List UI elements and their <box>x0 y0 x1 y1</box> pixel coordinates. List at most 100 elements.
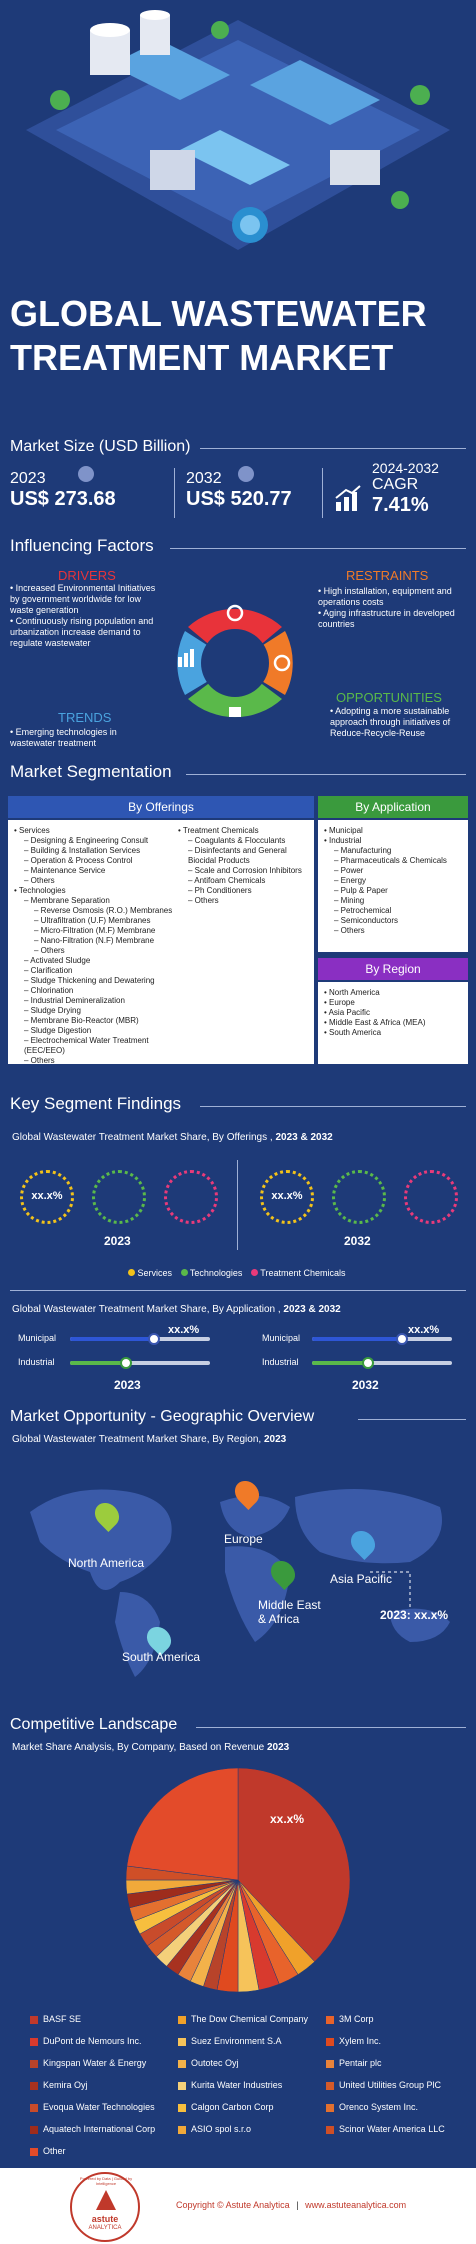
region-label-asia-pacific: Asia Pacific <box>330 1572 393 1586</box>
logo-tagline: Powered by Data | Guided by Intelligence <box>79 2176 133 2186</box>
year-label-2032: 2032 <box>344 1234 371 1248</box>
offerings-header: By Offerings <box>8 796 314 818</box>
segment-item: – Petrochemical <box>334 906 392 915</box>
pie-value-label: xx.x% <box>270 1812 305 1826</box>
segment-item: – Designing & Engineering Consult <box>24 836 149 845</box>
segment-item: – Others <box>34 946 65 955</box>
logo-name-sub: ANALYTICA <box>88 2225 122 2231</box>
divider <box>322 468 323 518</box>
segment-item: – Manufacturing <box>334 846 392 855</box>
trends-title: TRENDS <box>58 710 112 725</box>
divider <box>237 1160 238 1250</box>
industrial-slider-knob <box>120 1357 132 1369</box>
legend-swatch <box>326 2037 334 2046</box>
restraints-title: RESTRAINTS <box>346 568 429 583</box>
legend-swatch <box>30 2147 38 2156</box>
legend-swatch <box>326 2081 334 2090</box>
company-legend-item: ASIO spol s.r.o <box>178 2124 251 2134</box>
pie-slice <box>237 1767 351 1962</box>
legend-swatch <box>30 2125 38 2134</box>
factors-title: Influencing Factors <box>10 536 154 555</box>
geo-callout: 2023: xx.x% <box>380 1608 449 1622</box>
divider <box>170 548 466 549</box>
segment-item: – Micro-Filtration (M.F) Membrane <box>34 926 156 935</box>
market-size-2032: 2032 US$ 520.77 <box>186 470 292 510</box>
divider <box>186 774 466 775</box>
company-name: Outotec Oyj <box>191 2058 239 2068</box>
company-legend-item: The Dow Chemical Company <box>178 2014 308 2024</box>
footer-website-link[interactable]: www.astuteanalytica.com <box>305 2200 407 2210</box>
legend-chemicals-dot <box>250 1269 258 1276</box>
legend-swatch <box>178 2037 186 2046</box>
divider <box>196 1727 466 1728</box>
segment-item: – Reverse Osmosis (R.O.) Membranes <box>34 906 173 915</box>
world-map <box>10 1452 466 1692</box>
legend-swatch <box>30 2015 38 2024</box>
company-name: ASIO spol s.r.o <box>191 2124 252 2134</box>
industrial-label: Industrial <box>18 1357 55 1367</box>
company-legend-item: Other <box>30 2146 66 2156</box>
company-name: Kurita Water Industries <box>191 2080 283 2090</box>
segment-item: – Others <box>188 896 219 905</box>
industrial-label: Industrial <box>262 1357 299 1367</box>
segment-item: – Pharmaceuticals & Chemicals <box>334 856 447 865</box>
region-label-mea: Middle East & Africa <box>258 1598 321 1626</box>
region-panel: North America Europe Asia Pacific Middle… <box>318 982 468 1064</box>
share-ring-label: xx.x% <box>271 1190 303 1202</box>
segment-item: – Sludge Drying <box>24 1006 81 1015</box>
segment-item: – Scale and Corrosion Inhibitors <box>188 866 302 875</box>
legend-technologies-dot <box>180 1269 188 1276</box>
segment-item: – Operation & Process Control <box>24 856 133 865</box>
segment-item: – Semiconductors <box>334 916 399 925</box>
company-name: Other <box>43 2146 66 2156</box>
company-legend-item: Orenco System Inc. <box>326 2102 418 2112</box>
company-name: 3M Corp <box>339 2014 374 2024</box>
segment-item: – Membrane Bio-Reactor (MBR) <box>24 1016 139 1025</box>
industrial-slider-2032 <box>312 1361 452 1365</box>
segment-item: – Membrane Separation <box>24 896 110 905</box>
offerings-share-caption: Global Wastewater Treatment Market Share… <box>12 1132 333 1143</box>
company-legend-item: DuPont de Nemours Inc. <box>30 2036 142 2046</box>
region-label-north-america: North America <box>68 1556 145 1570</box>
company-legend-item: BASF SE <box>30 2014 81 2024</box>
company-legend-item: United Utilities Group PlC <box>326 2080 441 2090</box>
findings-title: Key Segment Findings <box>10 1094 182 1113</box>
municipal-slider-fill <box>312 1337 402 1341</box>
market-size-2023: 2023 US$ 273.68 <box>10 470 116 510</box>
company-legend-item: Outotec Oyj <box>178 2058 239 2068</box>
legend-swatch <box>326 2059 334 2068</box>
legend-swatch <box>30 2037 38 2046</box>
opportunities-list: Adopting a more sustainable approach thr… <box>330 706 470 739</box>
segment-item: – Mining <box>334 896 365 905</box>
company-name: United Utilities Group PlC <box>339 2080 442 2090</box>
share-ring-technologies-2023 <box>92 1170 146 1224</box>
footer-copyright: Copyright © Astute Analytica | www.astut… <box>176 2200 407 2210</box>
cagr-block: 2024-2032 CAGR 7.41% <box>372 460 439 516</box>
company-name: DuPont de Nemours Inc. <box>43 2036 142 2046</box>
segment-item: – Industrial Demineralization <box>24 996 125 1005</box>
company-legend-item: Kemira Oyj <box>30 2080 88 2090</box>
segment-item: – Clarification <box>24 966 73 975</box>
legend-swatch <box>326 2125 334 2134</box>
company-legend-item: Calgon Carbon Corp <box>178 2102 274 2112</box>
company-legend-item: Aquatech International Corp <box>30 2124 155 2134</box>
drivers-list: Increased Environmental Initiatives by g… <box>10 583 160 649</box>
legend-swatch <box>178 2059 186 2068</box>
market-size-label: Market Size (USD Billion) <box>10 438 191 455</box>
share-ring-chemicals-2032 <box>404 1170 458 1224</box>
region-label-south-america: South America <box>122 1650 201 1664</box>
company-name: Pentair plc <box>339 2058 382 2068</box>
divider <box>200 448 466 449</box>
factors-wheel <box>150 585 320 740</box>
legend-swatch <box>30 2059 38 2068</box>
offerings-panel: • Services – Designing & Engineering Cons… <box>8 820 314 1065</box>
company-legend-item: Scinor Water America LLC <box>326 2124 445 2134</box>
segment-item: – Energy <box>334 876 367 885</box>
application-header: By Application <box>318 796 468 818</box>
company-name: Scinor Water America LLC <box>339 2124 445 2134</box>
legend-swatch <box>30 2081 38 2090</box>
segment-item: – Disinfectants and General Biocidal Pro… <box>188 846 287 865</box>
year-label-2023: 2023 <box>114 1378 141 1392</box>
company-legend: BASF SE The Dow Chemical Company 3M Corp Du… <box>30 2014 470 2164</box>
industrial-slider-fill <box>70 1361 126 1365</box>
